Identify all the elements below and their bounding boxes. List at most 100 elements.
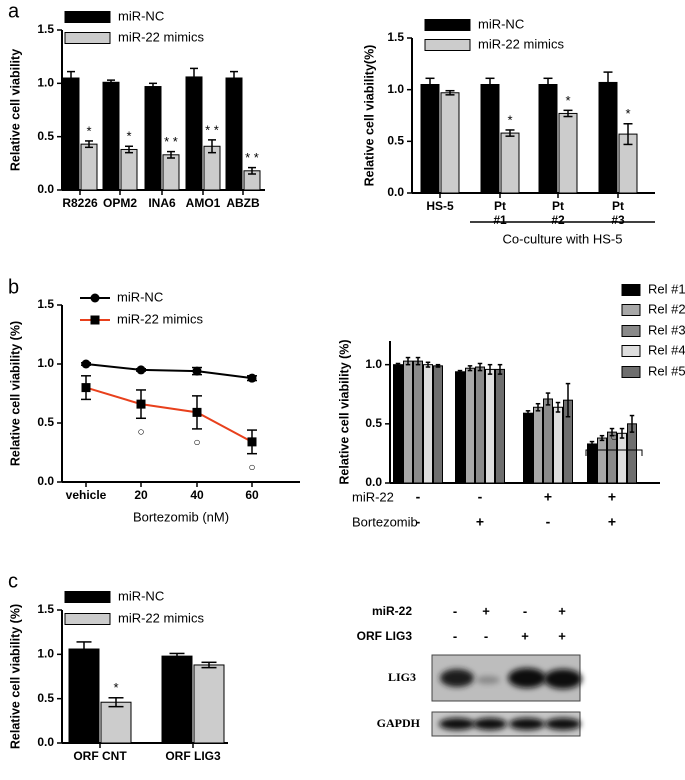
- blot-band: [440, 669, 474, 687]
- blot-band: [473, 718, 507, 730]
- panel-label: b: [8, 276, 19, 298]
- bar: [455, 371, 465, 484]
- x-tick-label: vehicle: [66, 488, 107, 502]
- legend-swatch: [64, 11, 111, 23]
- bar: [485, 368, 495, 484]
- legend-label: miR-22 mimics: [117, 311, 203, 326]
- significance-mark: *: [126, 129, 131, 144]
- legend-label: Rel #1: [648, 281, 685, 296]
- x-tick-label: INA6: [148, 196, 176, 210]
- condition-sign: -: [546, 514, 551, 530]
- bar: [475, 366, 485, 484]
- legend-label: miR-NC: [118, 8, 164, 23]
- bar: [440, 92, 460, 194]
- legend-swatch: [424, 39, 471, 51]
- point: [81, 383, 91, 393]
- point: [247, 373, 257, 383]
- y-tick-label: 1.0: [37, 76, 54, 90]
- significance-mark: * *: [205, 122, 219, 137]
- line: [85, 363, 253, 380]
- significance-bracket: [585, 449, 643, 456]
- blot-row-label: miR-22: [372, 604, 412, 618]
- legend-label: miR-NC: [117, 289, 163, 304]
- legend-swatch: [621, 366, 641, 378]
- blot-sign: +: [558, 603, 566, 618]
- y-axis-label: Relative cell viability: [8, 49, 22, 171]
- bar: [193, 664, 225, 744]
- significance-mark: ○: [137, 424, 144, 438]
- bar: [393, 364, 403, 484]
- blot-sign: +: [482, 603, 490, 618]
- significance-mark: *: [86, 123, 91, 138]
- bar: [120, 148, 138, 191]
- legend-label: miR-NC: [118, 588, 164, 603]
- legend-swatch: [621, 284, 641, 296]
- y-tick-label: 0.5: [37, 691, 54, 705]
- blot-band: [439, 718, 475, 730]
- significance-mark: ○: [248, 460, 255, 474]
- legend-swatch: [64, 613, 111, 625]
- y-tick-label: 1.5: [387, 30, 404, 44]
- bar: [617, 432, 627, 484]
- blot-band: [545, 718, 581, 730]
- legend-label: miR-NC: [478, 16, 524, 31]
- y-tick-label: 0.5: [387, 134, 404, 148]
- bar: [543, 398, 553, 484]
- y-axis-label: Relative cell viability(%): [362, 45, 376, 187]
- point: [136, 365, 146, 375]
- condition-sign: +: [544, 489, 552, 505]
- y-tick-label: 0.5: [365, 416, 382, 430]
- point: [136, 399, 146, 409]
- bar: [480, 84, 500, 194]
- x-tick-label: ABZB: [226, 196, 260, 210]
- bar: [523, 412, 533, 484]
- bar: [80, 143, 98, 191]
- x-tick-label: ORF CNT: [73, 749, 127, 763]
- y-tick-label: 1.0: [37, 356, 54, 370]
- x-tick-label: #3: [611, 213, 625, 227]
- condition-sign: -: [416, 489, 421, 505]
- significance-mark: ○: [610, 430, 617, 444]
- bar: [558, 112, 578, 194]
- point: [192, 407, 202, 417]
- blot-band: [508, 668, 546, 688]
- x-tick-label: 20: [134, 488, 148, 502]
- condition-sign: +: [608, 489, 616, 505]
- bar: [161, 655, 193, 744]
- x-tick-label: Pt: [494, 199, 506, 213]
- significance-mark: *: [507, 112, 512, 127]
- blot-band-label: LIG3: [388, 670, 416, 684]
- condition-label: Bortezomib: [352, 514, 418, 529]
- legend-swatch: [621, 304, 641, 316]
- x-tick-label: #1: [493, 213, 507, 227]
- x-tick-label: R8226: [62, 196, 98, 210]
- bar: [500, 132, 520, 194]
- panel-label: a: [8, 0, 20, 22]
- y-tick-label: 1.0: [365, 357, 382, 371]
- bar: [433, 365, 443, 484]
- y-tick-label: 0.0: [365, 475, 382, 489]
- line: [85, 386, 253, 443]
- blot-sign: -: [484, 628, 488, 643]
- significance-mark: *: [565, 93, 570, 108]
- bar: [102, 81, 120, 191]
- bar: [68, 648, 100, 744]
- legend-label: Rel #2: [648, 301, 685, 316]
- bar: [538, 84, 558, 194]
- bar: [185, 76, 203, 191]
- bar: [598, 81, 618, 194]
- y-tick-label: 0.0: [37, 735, 54, 749]
- bar: [225, 77, 243, 191]
- blot-row-label: ORF LIG3: [357, 629, 413, 643]
- x-axis-label: Bortezomib (nM): [133, 509, 229, 524]
- blot-sign: +: [521, 628, 529, 643]
- legend-label: Rel #4: [648, 342, 685, 357]
- y-tick-label: 0.0: [37, 474, 54, 488]
- panel-label: c: [8, 570, 18, 592]
- legend-marker: [90, 315, 100, 325]
- bar: [100, 701, 132, 744]
- bar: [495, 368, 505, 484]
- bar: [533, 406, 543, 484]
- legend-marker: [90, 293, 100, 303]
